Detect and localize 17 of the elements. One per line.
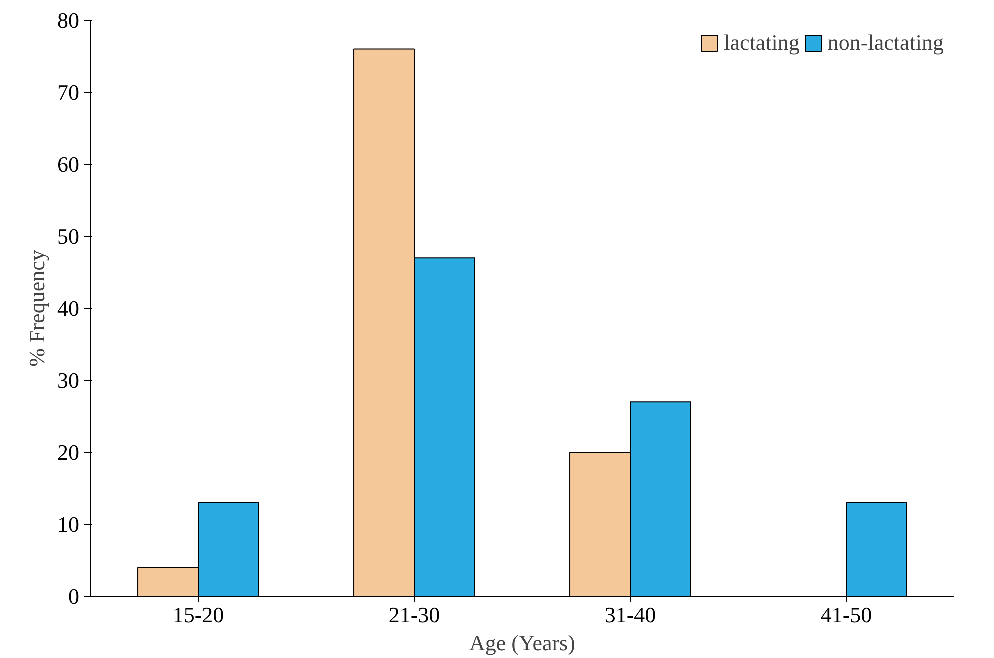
y-tick-label: 10	[58, 512, 80, 537]
x-tick-label: 21-30	[388, 602, 440, 628]
x-tick-label: 41-50	[820, 602, 872, 628]
y-tick-label: 40	[58, 296, 80, 321]
y-tick-label: 60	[58, 152, 80, 177]
y-tick-label: 0	[68, 584, 80, 609]
legend-label: lactating	[724, 30, 800, 56]
y-tick-label: 70	[58, 80, 80, 105]
x-tick-label: 15-20	[172, 602, 224, 628]
legend-label: non-lactating	[828, 30, 944, 56]
y-tick-label: 80	[58, 8, 80, 33]
y-tick-label: 30	[58, 368, 80, 393]
y-tick-label: 20	[58, 440, 80, 465]
y-tick-label: 50	[58, 224, 80, 249]
y-axis-title: % Frequency	[24, 250, 50, 367]
x-axis-title: Age (Years)	[470, 630, 576, 656]
x-tick-label: 31-40	[604, 602, 656, 628]
